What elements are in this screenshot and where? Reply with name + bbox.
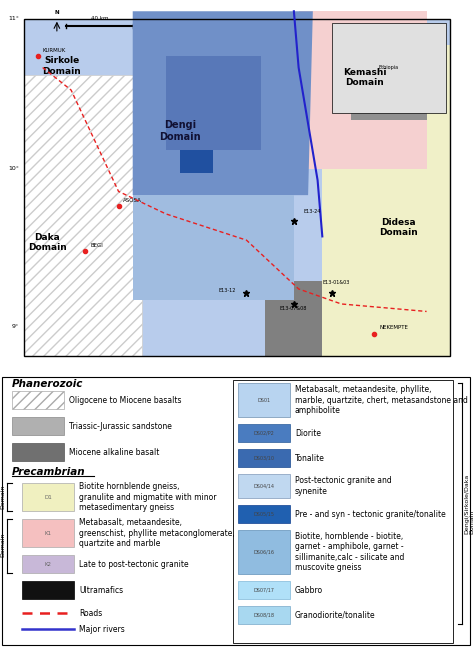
Polygon shape [166,56,261,150]
Polygon shape [322,45,450,356]
Text: Precambrian: Precambrian [12,467,86,477]
FancyBboxPatch shape [12,443,64,461]
Text: 11°: 11° [8,16,19,21]
Text: N: N [55,10,59,15]
FancyBboxPatch shape [238,505,290,523]
Text: Oligocene to Miocene basalts: Oligocene to Miocene basalts [69,396,182,405]
Text: DS06/16: DS06/16 [254,549,274,554]
FancyBboxPatch shape [12,391,64,410]
Text: Roads: Roads [79,609,102,617]
Text: Post-tectonic granite and
synenite: Post-tectonic granite and synenite [295,476,392,496]
Text: DS03/10: DS03/10 [254,455,274,461]
Text: E13-01&03: E13-01&03 [322,280,350,285]
Text: Granodiorite/tonalite: Granodiorite/tonalite [295,611,375,620]
FancyBboxPatch shape [238,449,290,467]
FancyBboxPatch shape [238,606,290,624]
Text: Diorite: Diorite [295,429,321,438]
Text: K1: K1 [45,531,52,536]
Text: 9°: 9° [12,324,19,329]
Text: K2: K2 [45,562,52,567]
Text: Dengi
Domain: Dengi Domain [159,120,201,142]
Polygon shape [265,281,322,356]
Text: Metabasalt, metaandesite,
greenschist, phyllite metaconglomerate,
quartzite and : Metabasalt, metaandesite, greenschist, p… [79,518,235,548]
Text: Pre - and syn - tectonic granite/tonalite: Pre - and syn - tectonic granite/tonalit… [295,510,446,519]
Text: Major rivers: Major rivers [79,624,125,633]
Polygon shape [133,11,313,195]
FancyBboxPatch shape [12,417,64,435]
Text: ASOSA: ASOSA [123,197,142,203]
Text: DS04/14: DS04/14 [254,484,274,488]
Text: Triassic-Jurassic sandstone: Triassic-Jurassic sandstone [69,422,172,431]
Text: 40 km: 40 km [91,16,108,21]
Text: D1: D1 [44,495,52,499]
Text: E13-24: E13-24 [303,209,321,214]
Text: KURMUK: KURMUK [43,47,66,52]
Text: DS01: DS01 [257,398,271,402]
Text: DS08/18: DS08/18 [254,613,274,617]
Text: Didesa
Domain: Didesa Domain [0,485,5,509]
FancyBboxPatch shape [22,555,74,573]
Text: E13-07&08: E13-07&08 [280,307,307,311]
FancyBboxPatch shape [332,23,446,113]
Text: DS05/15: DS05/15 [254,512,274,516]
Text: DS02/P2: DS02/P2 [254,431,274,435]
Polygon shape [299,11,427,169]
Polygon shape [351,60,427,120]
Text: 10°: 10° [8,166,19,171]
Text: Gabbro: Gabbro [295,586,323,595]
Text: Metabasalt, metaandesite, phyllite,
marble, quartzite, chert, metasandstone and
: Metabasalt, metaandesite, phyllite, marb… [295,386,468,415]
FancyBboxPatch shape [238,530,290,574]
Text: Biotite hornblende gneiss,
granulite and migmatite with minor
metasedimentary gn: Biotite hornblende gneiss, granulite and… [79,482,217,512]
FancyBboxPatch shape [22,519,74,547]
Text: BEGI: BEGI [90,243,103,248]
FancyBboxPatch shape [22,581,74,599]
Text: Ultramafics: Ultramafics [79,586,123,595]
Text: Kemashi
Domain: Kemashi Domain [0,532,5,560]
Text: Daka
Domain: Daka Domain [28,233,67,252]
Text: Biotite, hornblende - biotite,
garnet - amphibole, garnet -
sillimanite,calc - s: Biotite, hornblende - biotite, garnet - … [295,532,404,572]
Text: Phanerozoic: Phanerozoic [12,379,83,389]
Text: Didesa
Domain: Didesa Domain [379,217,418,237]
FancyBboxPatch shape [238,383,290,417]
Text: Ethiopia: Ethiopia [379,65,399,70]
Polygon shape [180,150,213,173]
FancyBboxPatch shape [238,581,290,599]
Text: Kemashi
Domain: Kemashi Domain [343,67,387,87]
FancyBboxPatch shape [22,483,74,511]
FancyBboxPatch shape [238,474,290,498]
Text: DS07/17: DS07/17 [254,587,274,593]
Text: Miocene alkaline basalt: Miocene alkaline basalt [69,448,159,457]
Text: Late to post-tectonic granite: Late to post-tectonic granite [79,560,189,569]
Polygon shape [24,19,450,356]
FancyBboxPatch shape [238,424,290,442]
Polygon shape [133,195,294,300]
Text: Sirkole
Domain: Sirkole Domain [42,56,81,76]
Text: Dengi/Sirkole/Daka
Domain: Dengi/Sirkole/Daka Domain [464,474,474,534]
Polygon shape [24,75,142,356]
Text: E13-12: E13-12 [218,288,236,292]
Text: Tonalite: Tonalite [295,454,325,463]
Text: NEKEMPTE: NEKEMPTE [379,325,408,330]
